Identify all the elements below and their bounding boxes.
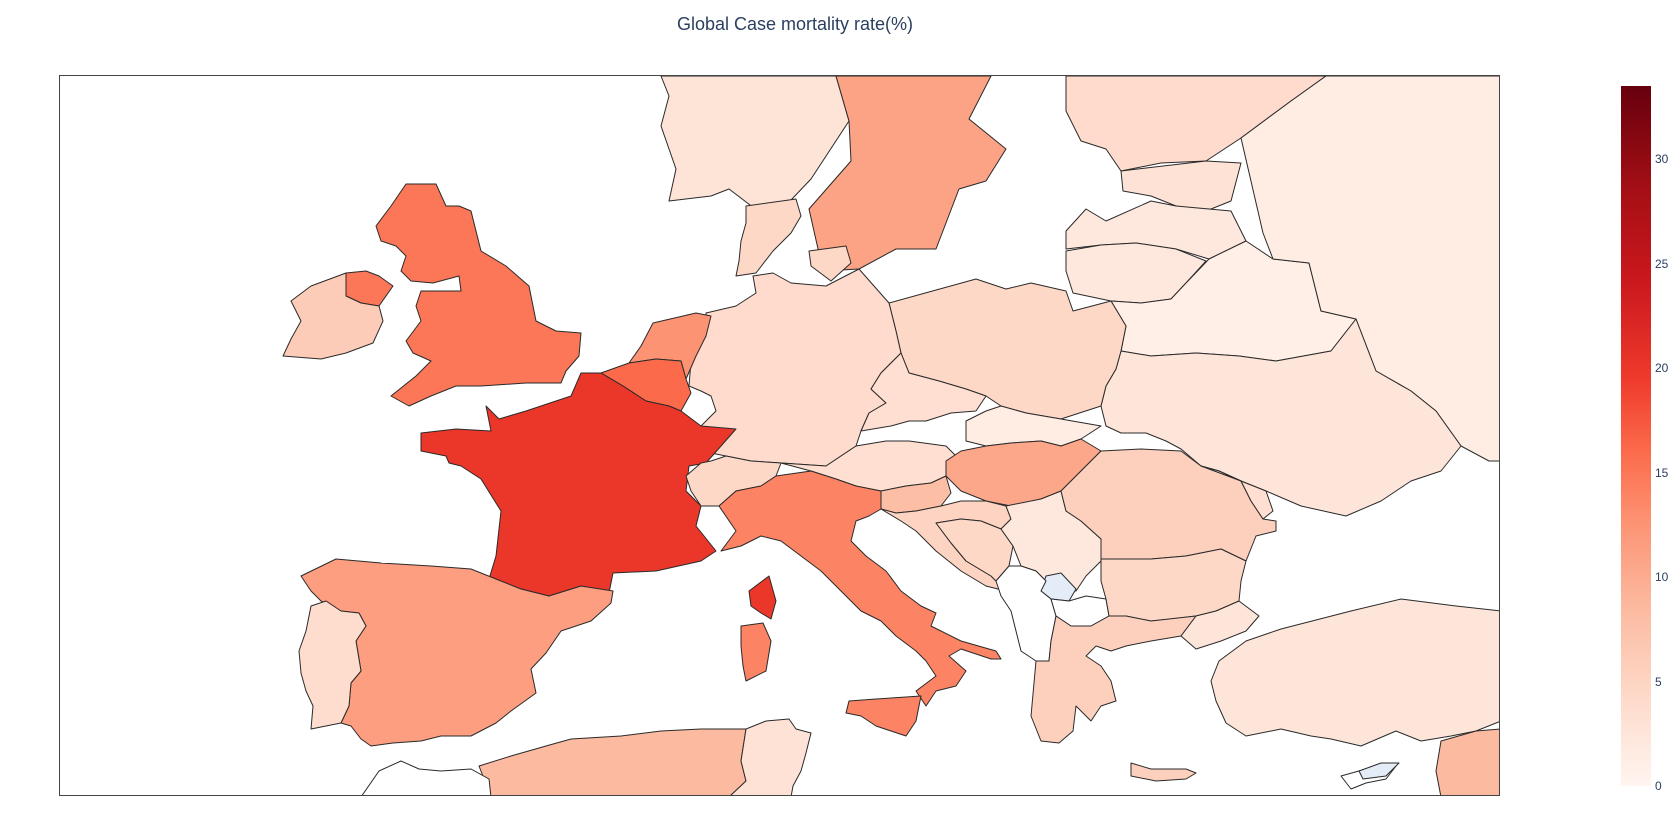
region-morocco[interactable] [361, 760, 492, 796]
map-plot-area[interactable] [59, 75, 1500, 796]
region-corsica[interactable] [748, 575, 777, 620]
region-ireland[interactable] [282, 272, 384, 360]
region-tunisia[interactable] [729, 718, 812, 796]
region-turkey[interactable] [1180, 598, 1500, 747]
region-algeria[interactable] [478, 728, 747, 796]
region-sicily[interactable] [845, 695, 922, 737]
region-czechia[interactable] [860, 352, 987, 432]
colorbar-tick-label: 15 [1655, 465, 1669, 480]
europe-choropleth-map[interactable] [60, 76, 1500, 796]
colorbar-tick-label: 5 [1655, 674, 1662, 689]
region-denmark[interactable] [735, 198, 852, 282]
colorbar-tick-label: 30 [1655, 152, 1669, 167]
region-estonia[interactable] [1120, 160, 1242, 212]
colorbar-tick-label: 25 [1655, 256, 1669, 271]
region-syria[interactable] [1435, 728, 1500, 796]
colorbar-tick-label: 20 [1655, 361, 1669, 376]
colorbar [1621, 86, 1651, 786]
colorbar-tick-label: 10 [1655, 570, 1669, 585]
region-portugal[interactable] [298, 600, 367, 730]
region-moldova[interactable] [1200, 465, 1274, 520]
region-sardinia[interactable] [740, 622, 772, 682]
region-greece[interactable] [1030, 615, 1197, 782]
region-sweden[interactable] [808, 76, 1007, 272]
colorbar-tick-label: 0 [1655, 779, 1662, 793]
region-italy[interactable] [718, 470, 1002, 707]
region-northern-cyprus[interactable] [1358, 762, 1400, 780]
region-ukraine[interactable] [1100, 318, 1462, 517]
chart-title: Global Case mortality rate(%) [676, 14, 914, 34]
region-romania[interactable] [1060, 448, 1277, 562]
region-uk[interactable] [375, 183, 582, 407]
